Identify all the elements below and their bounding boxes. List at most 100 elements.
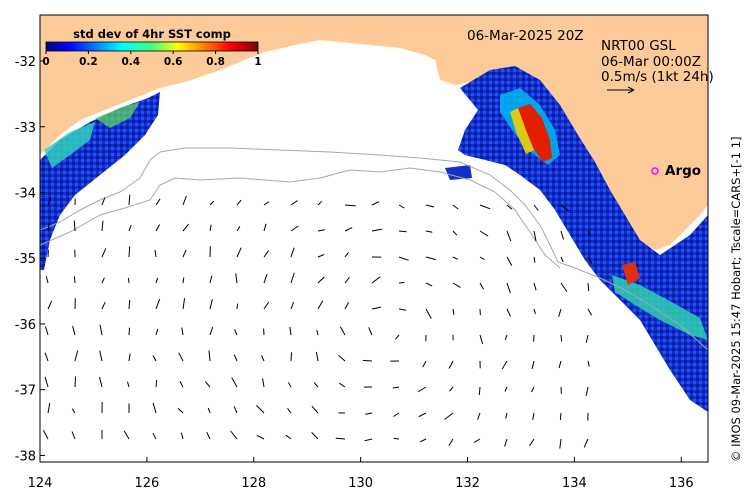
current-vector [316, 329, 319, 336]
current-vector [99, 376, 103, 388]
current-vector [289, 326, 292, 336]
current-vector [418, 386, 427, 393]
current-vector [418, 412, 427, 418]
current-vector [182, 195, 187, 206]
axes: 124 126 128 130 132 134 136 -32 -33 -34 -35 -36 -37 -… [15, 55, 694, 491]
current-vector [313, 382, 319, 388]
current-vector [371, 228, 382, 232]
current-vector [452, 308, 455, 315]
current-vector [531, 386, 535, 393]
current-vector [504, 438, 508, 447]
current-vector [317, 254, 325, 258]
current-vector [208, 350, 211, 362]
current-vector [479, 204, 491, 210]
scale-arrow [607, 86, 635, 94]
colorbar-title: std dev of 4hr SST comp [73, 27, 231, 41]
sst-patch-south-east-red [622, 262, 640, 285]
current-vector [101, 277, 105, 284]
current-vector [256, 434, 265, 440]
current-vector [99, 350, 103, 362]
current-vector [368, 327, 373, 336]
current-vector [506, 204, 513, 210]
current-vector [587, 282, 590, 292]
current-vector [152, 402, 157, 414]
current-vector [128, 353, 131, 362]
current-vector [71, 408, 76, 414]
plot-frame [39, 14, 709, 463]
current-vector [155, 379, 158, 388]
sst-patch-small [445, 165, 472, 180]
current-vector [99, 324, 103, 336]
lat-tick-label: -33 [15, 121, 36, 136]
land-mass [40, 15, 708, 250]
current-vector [42, 429, 49, 440]
current-vector [479, 230, 489, 237]
current-vector [504, 334, 508, 340]
current-vector [230, 430, 238, 440]
current-vector [422, 360, 427, 368]
current-vector [425, 308, 432, 319]
current-vector [182, 277, 185, 284]
current-vector [393, 412, 400, 417]
current-vector [362, 359, 373, 362]
lon-tick-label: 126 [134, 476, 159, 491]
current-vector [101, 197, 106, 206]
current-vector [44, 352, 49, 362]
current-vector [506, 308, 511, 317]
current-vector [209, 224, 212, 232]
current-vector [393, 437, 400, 440]
current-vector [74, 376, 76, 388]
colorbar-tick-label: 0 [42, 56, 49, 68]
lon-tick-label: 124 [28, 476, 53, 491]
current-vector [371, 201, 380, 206]
current-vector [73, 220, 76, 232]
current-vector [262, 378, 265, 388]
current-vector [47, 223, 50, 232]
lat-tick-label: -34 [15, 186, 36, 201]
current-vector [256, 405, 265, 414]
current-vector [560, 256, 564, 263]
current-vector [365, 412, 373, 415]
current-vector [71, 431, 76, 440]
current-vector [479, 282, 485, 290]
argo-label: Argo [665, 163, 701, 179]
current-vector [263, 273, 268, 284]
current-vector [101, 301, 106, 310]
current-vector [311, 405, 319, 414]
current-vector [233, 354, 238, 362]
current-vector [506, 256, 513, 266]
lon-tick-label: 136 [669, 476, 694, 491]
current-vector [152, 355, 157, 362]
current-vector [344, 204, 356, 207]
current-vector [479, 334, 484, 345]
current-vector [335, 437, 346, 440]
current-vector [236, 199, 242, 206]
current-vector [559, 438, 562, 449]
current-vector [101, 220, 104, 232]
current-vector-field [42, 194, 593, 449]
current-vector [209, 299, 213, 310]
lon-tick-label: 134 [562, 476, 587, 491]
current-vector [392, 386, 400, 389]
current-vector [395, 334, 400, 340]
current-vector [587, 360, 590, 367]
current-vector [532, 412, 535, 420]
current-vector [263, 223, 267, 232]
lat-tick-label: -35 [15, 252, 36, 267]
current-vector [449, 386, 454, 392]
credit-text: © IMOS 09-Mar-2025 15:47 Hobart; Tscale=… [729, 136, 743, 462]
current-vector [209, 200, 215, 206]
bathymetry-contour-inner [40, 167, 561, 269]
current-vector [560, 334, 563, 342]
current-vector [204, 381, 211, 388]
current-vector [560, 282, 568, 292]
current-vector [344, 227, 353, 232]
current-vector [177, 407, 184, 414]
sst-patch-west-cyan [44, 122, 95, 168]
current-vector [231, 377, 238, 388]
current-vector [261, 355, 265, 362]
sst-patch-west-green [95, 102, 140, 128]
current-vector [180, 432, 184, 440]
current-vector [152, 432, 157, 440]
